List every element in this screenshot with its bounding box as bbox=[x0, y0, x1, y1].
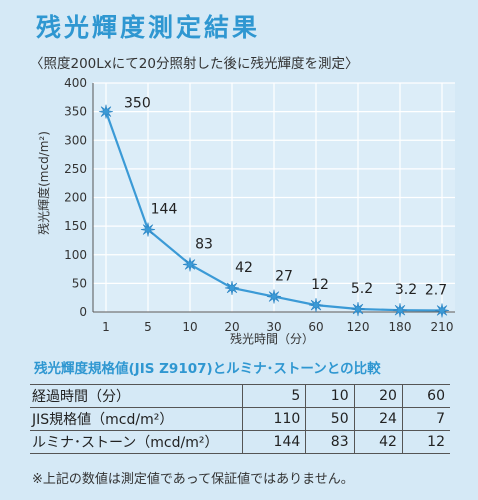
y-tick-label: 100 bbox=[64, 248, 87, 262]
table-cell: 144 bbox=[242, 430, 307, 454]
chart-series bbox=[98, 104, 450, 318]
chart-subtitle: 〈照度200Lxにて20分照射した後に残光輝度を測定〉 bbox=[30, 56, 359, 72]
data-label: 12 bbox=[311, 277, 329, 293]
data-point-marker bbox=[308, 298, 324, 313]
table-cell: 12 bbox=[402, 430, 450, 454]
table-row-label: JIS規格値（mcd/m²） bbox=[30, 407, 243, 431]
table-cell: 10 bbox=[305, 384, 355, 408]
data-label: 3.2 bbox=[395, 282, 417, 298]
table-cell: 110 bbox=[242, 407, 307, 431]
table-row: JIS規格値（mcd/m²） 110 50 24 7 bbox=[30, 407, 450, 431]
y-tick-label: 200 bbox=[64, 191, 87, 205]
x-tick-label: 180 bbox=[389, 320, 412, 334]
table-cell: 42 bbox=[354, 430, 403, 454]
data-point-marker bbox=[140, 222, 156, 237]
x-tick-label: 20 bbox=[224, 320, 239, 334]
y-tick-label: 50 bbox=[72, 276, 87, 290]
y-tick-label: 250 bbox=[64, 162, 87, 176]
x-tick-label: 210 bbox=[431, 320, 454, 334]
data-point-marker bbox=[98, 104, 114, 119]
chart-axes: 0 50 100 150 200 250 300 350 400 1 5 10 20 30 60 120 180… bbox=[64, 76, 455, 334]
table-cell: 24 bbox=[354, 407, 403, 431]
table-cell: 50 bbox=[305, 407, 355, 431]
comparison-table: 経過時間（分） 5 10 20 60 JIS規格値（mcd/m²） 110 50 24 7 ルミナ･… bbox=[30, 384, 450, 454]
data-point-marker bbox=[182, 257, 198, 272]
table-cell: 7 bbox=[402, 407, 450, 431]
data-label: 42 bbox=[235, 260, 253, 276]
data-point-marker bbox=[266, 289, 282, 304]
y-tick-label: 150 bbox=[64, 219, 87, 233]
y-tick-label: 350 bbox=[64, 105, 87, 119]
comparison-title: 残光輝度規格値(JIS Z9107)とルミナ･ストーンとの比較 bbox=[34, 361, 381, 377]
data-label: 350 bbox=[124, 96, 151, 112]
y-tick-label: 300 bbox=[64, 133, 87, 147]
y-tick-label: 0 bbox=[79, 305, 87, 319]
table-row: 経過時間（分） 5 10 20 60 bbox=[30, 384, 450, 408]
x-tick-label: 10 bbox=[182, 320, 197, 334]
table-cell: 20 bbox=[354, 384, 403, 408]
x-tick-label: 1 bbox=[102, 320, 110, 334]
data-point-marker bbox=[434, 303, 450, 318]
table-row-label: ルミナ･ストーン（mcd/m²） bbox=[30, 430, 243, 454]
data-point-marker bbox=[350, 301, 366, 317]
data-label: 5.2 bbox=[351, 281, 373, 297]
y-axis-title: 残光輝度(mcd/m²) bbox=[36, 131, 51, 235]
x-tick-label: 120 bbox=[347, 320, 370, 334]
table-cell: 83 bbox=[305, 430, 355, 454]
y-tick-label: 400 bbox=[64, 76, 87, 90]
data-label: 2.7 bbox=[425, 282, 447, 298]
x-tick-label: 5 bbox=[144, 320, 152, 334]
disclaimer-note: ※上記の数値は測定値であって保証値ではありません。 bbox=[32, 472, 354, 487]
x-axis-title: 残光時間（分） bbox=[230, 332, 314, 346]
table-row-label: 経過時間（分） bbox=[30, 384, 243, 408]
x-tick-label: 60 bbox=[308, 320, 323, 334]
chart-data-labels: 350 144 83 42 27 12 5.2 3.2 2.7 bbox=[124, 96, 447, 299]
x-tick-label: 30 bbox=[266, 320, 281, 334]
page-title: 残光輝度測定結果 bbox=[36, 13, 261, 42]
table-cell: 60 bbox=[402, 384, 450, 408]
table-row: ルミナ･ストーン（mcd/m²） 144 83 42 12 bbox=[30, 430, 450, 454]
data-label: 83 bbox=[195, 236, 213, 252]
data-point-marker bbox=[392, 303, 408, 318]
luminance-chart: 0 50 100 150 200 250 300 350 400 1 5 10 20 30 60 120 180… bbox=[36, 76, 455, 346]
table-cell: 5 bbox=[242, 384, 307, 408]
data-label: 27 bbox=[275, 269, 293, 285]
data-label: 144 bbox=[151, 202, 178, 218]
data-point-marker bbox=[224, 280, 240, 296]
chart-grid bbox=[93, 82, 455, 313]
